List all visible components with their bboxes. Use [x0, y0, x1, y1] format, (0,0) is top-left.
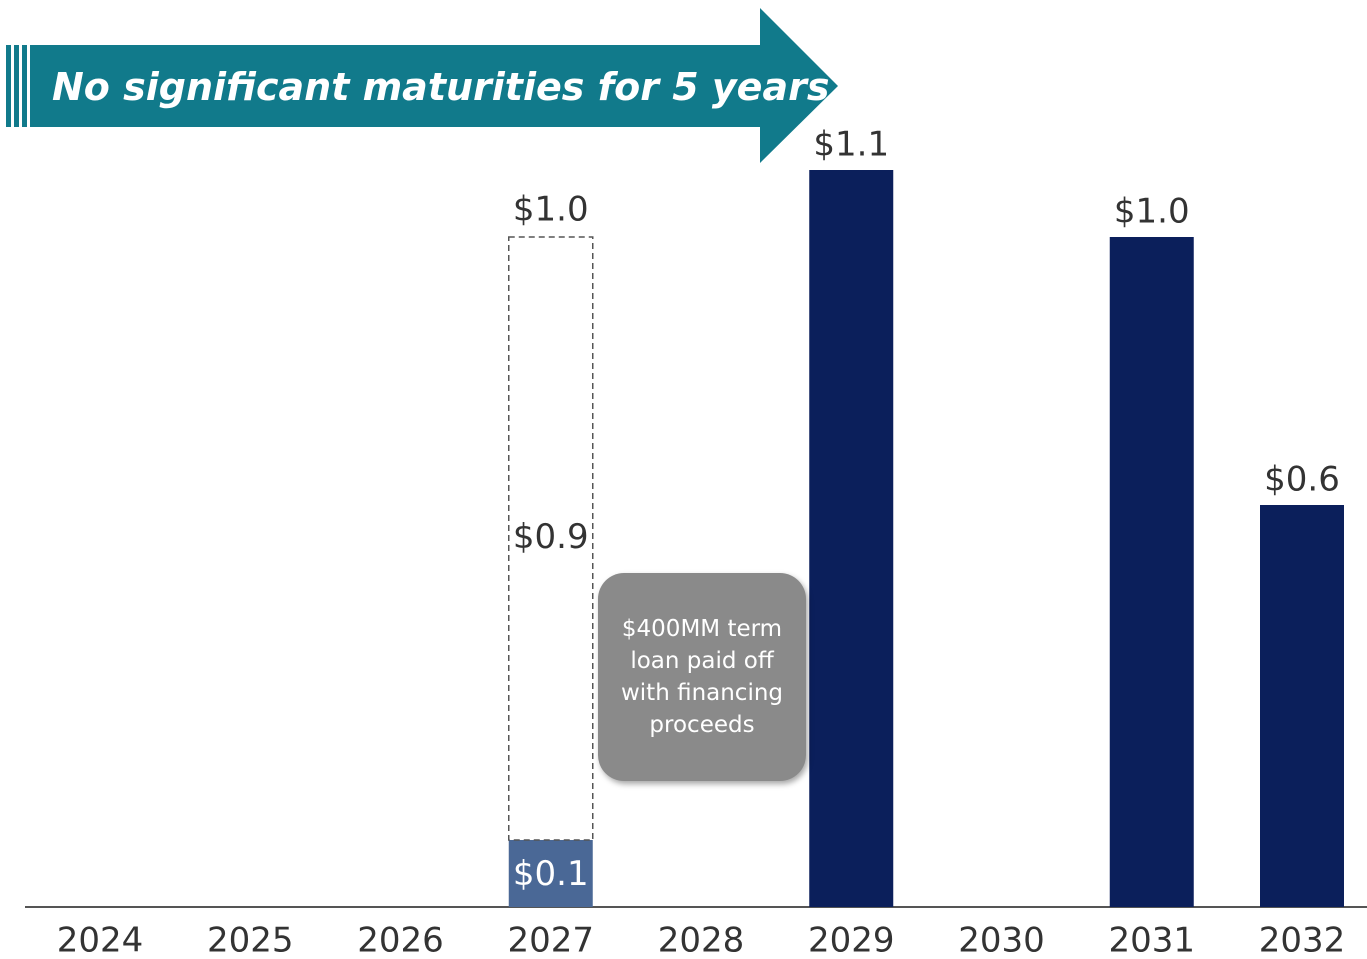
x-tick-label: 2025 [207, 921, 294, 959]
x-tick-label: 2031 [1108, 921, 1195, 959]
callout: $400MM term loan paid off with financing… [598, 573, 806, 781]
bar [1260, 505, 1344, 907]
x-tick-label: 2032 [1259, 921, 1346, 959]
bar [1109, 237, 1194, 907]
banner-arrow [30, 8, 838, 163]
banner-stripe [22, 45, 27, 127]
data-label: $1.1 [813, 125, 889, 165]
chart-title: No significant maturities for 5 years [52, 65, 829, 109]
x-tick-label: 2027 [507, 921, 594, 959]
data-label: $0.1 [513, 854, 589, 894]
x-tick-label: 2026 [357, 921, 444, 959]
data-label: $0.9 [513, 517, 589, 557]
x-tick-label: 2029 [808, 921, 895, 959]
data-label: $1.0 [1114, 192, 1190, 232]
banner-stripe [6, 45, 11, 127]
bar-segment-repaid [508, 236, 594, 841]
x-tick-label: 2030 [958, 921, 1045, 959]
data-label: $0.6 [1264, 460, 1340, 500]
total-label: $1.0 [513, 190, 589, 230]
bar [508, 840, 593, 907]
bar [809, 170, 894, 907]
banner-stripe [14, 45, 19, 127]
x-tick-label: 2028 [658, 921, 745, 959]
x-tick-label: 2024 [57, 921, 144, 959]
